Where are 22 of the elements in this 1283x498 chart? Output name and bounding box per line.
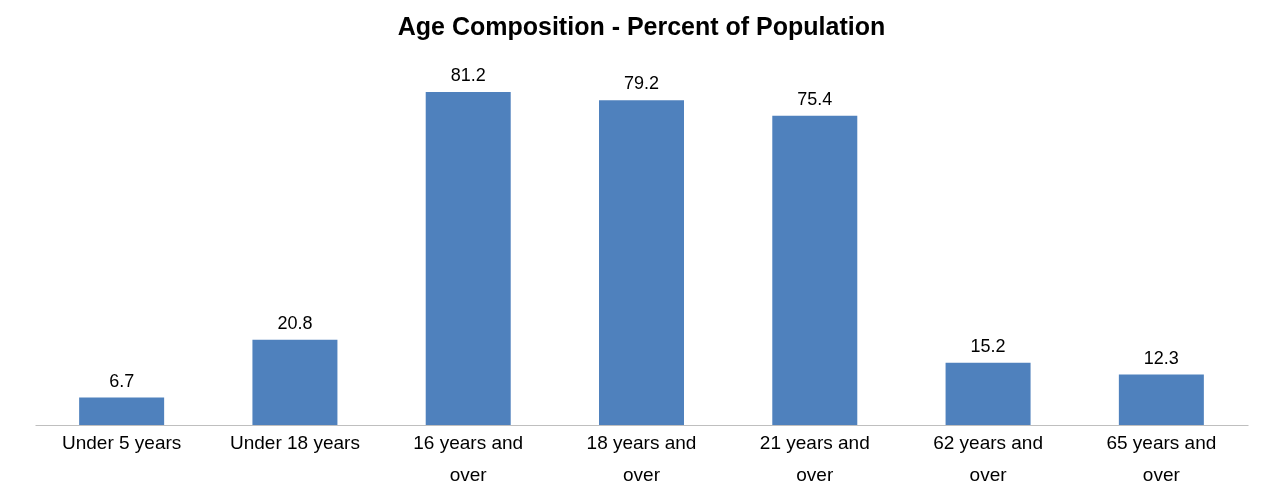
data-label: 20.8 <box>277 312 313 333</box>
bar <box>599 100 684 425</box>
x-tick-label: 18 years and over <box>586 431 697 485</box>
bar <box>945 362 1031 425</box>
chart-title: Age Composition - Percent of Population <box>397 12 886 40</box>
data-label: 15.2 <box>970 335 1006 356</box>
bar <box>425 91 511 425</box>
bar <box>772 115 858 425</box>
x-tick-label: 21 years and over <box>759 431 870 485</box>
data-label: 81.2 <box>450 64 486 85</box>
bar <box>1118 374 1204 425</box>
x-tick-label: 65 years and over <box>1106 431 1217 485</box>
data-label: 75.4 <box>797 88 833 109</box>
x-tick-label: Under 5 years <box>61 431 182 453</box>
x-tick-label: Under 18 years <box>229 431 360 453</box>
x-tick-label: 62 years and over <box>933 431 1043 485</box>
data-label: 79.2 <box>623 73 660 94</box>
bar <box>252 339 338 425</box>
x-tick-label: 16 years and over <box>413 431 524 485</box>
data-label: 6.7 <box>109 370 135 391</box>
data-label: 12.3 <box>1143 347 1179 368</box>
bar <box>79 397 165 425</box>
